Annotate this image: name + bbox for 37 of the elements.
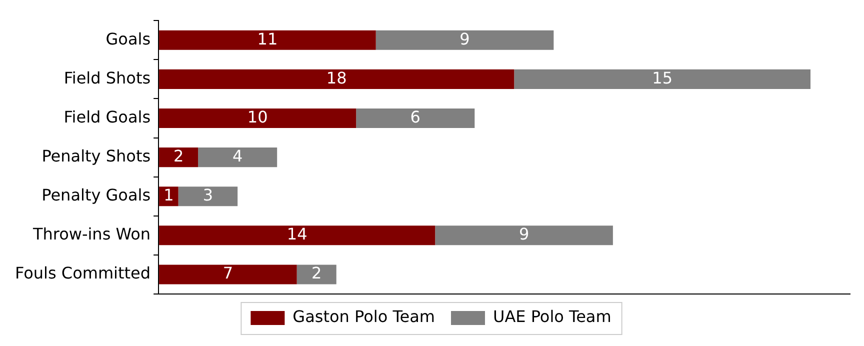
data-label: 15 (652, 68, 672, 88)
bar (159, 108, 356, 128)
bar (159, 226, 436, 246)
legend-label: UAE Polo Team (492, 307, 612, 326)
y-tick-label: Field Shots (64, 68, 151, 88)
data-label: 9 (518, 224, 530, 244)
y-tick-label: Throw-ins Won (32, 224, 151, 244)
data-label: 2 (173, 146, 184, 166)
bar (356, 108, 475, 128)
y-tick-label: Field Goals (64, 107, 151, 126)
bar (296, 264, 336, 284)
y-tick-label: Penalty Goals (42, 186, 151, 205)
bar (159, 148, 198, 168)
bar (159, 264, 297, 284)
data-label: 9 (460, 29, 470, 48)
y-tick-label: Goals (106, 29, 151, 48)
data-label: 14 (286, 224, 308, 244)
data-label: 11 (257, 29, 278, 48)
bar (514, 69, 810, 89)
bar (159, 30, 376, 50)
bar (178, 186, 238, 206)
data-label: 6 (410, 107, 420, 126)
y-tick-label: Fouls Committed (14, 264, 151, 283)
data-label: 2 (312, 264, 322, 283)
data-label: 4 (232, 146, 243, 166)
y-tick-label: Penalty Shots (42, 146, 151, 166)
bar (198, 148, 278, 168)
bar (376, 30, 554, 50)
legend-label: Gaston Polo Team (292, 307, 435, 326)
data-label: 7 (222, 264, 234, 283)
bar (435, 226, 613, 246)
bar (159, 186, 178, 206)
data-label: 3 (202, 186, 214, 205)
data-label: 10 (247, 107, 268, 126)
bar (159, 69, 514, 89)
data-label: 18 (326, 68, 347, 88)
data-label: 1 (164, 186, 174, 205)
